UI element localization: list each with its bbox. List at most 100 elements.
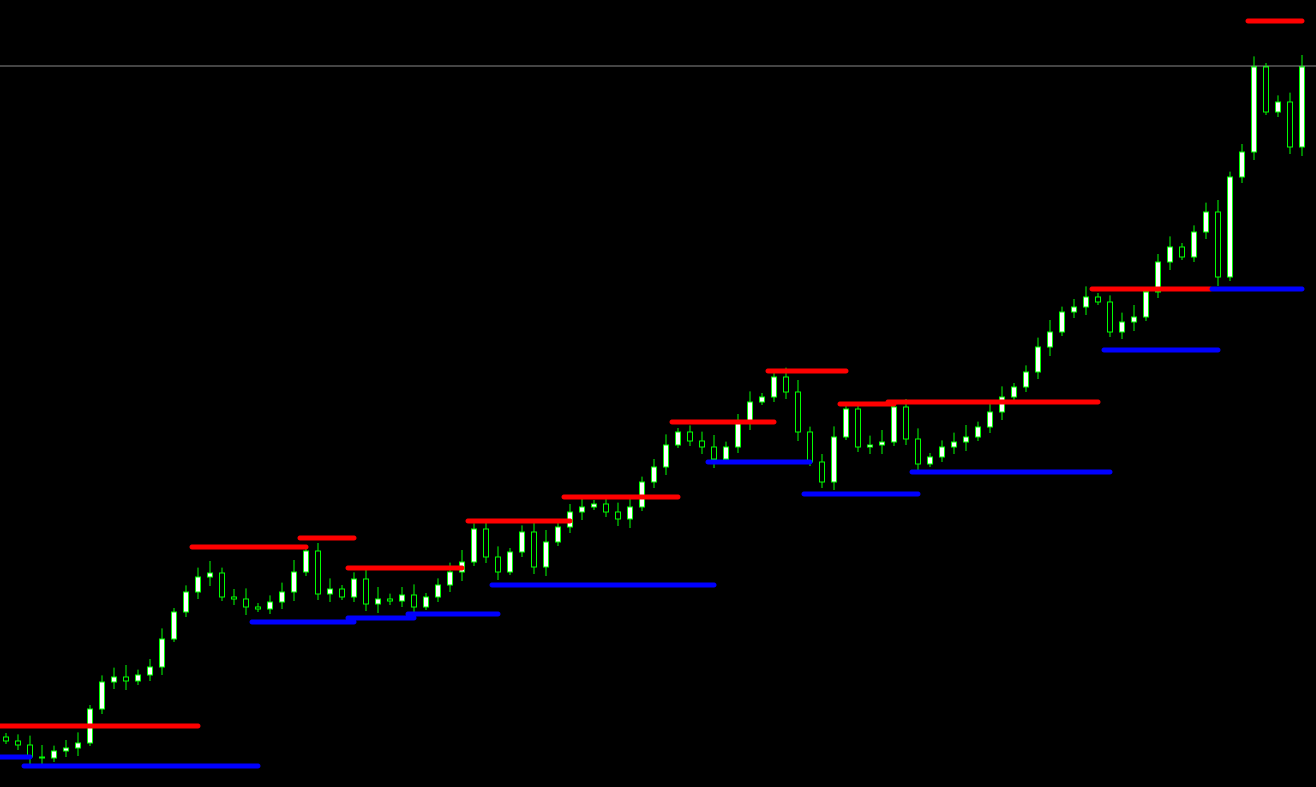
bull-candle-body [987,411,993,428]
bull-candle-body [111,676,117,683]
bull-candle-body [927,456,933,465]
candle [987,404,993,433]
bull-candle-body [507,551,513,573]
candle [1131,305,1137,331]
bull-candle-body [1167,246,1173,263]
bull-candle-body [1191,231,1197,258]
bull-candle-body [63,747,69,752]
candle [819,454,825,488]
candle [759,393,765,405]
bear-candle-body [615,511,621,520]
candle [99,675,105,714]
candle [315,543,321,600]
candle [231,589,237,605]
bull-candle-body [351,578,357,598]
bull-candle-body [435,584,441,598]
candle [795,380,801,441]
candle [279,582,285,609]
candle [699,431,705,454]
bull-candle-body [651,466,657,483]
bull-candle-body [447,571,453,586]
bull-candle-body [879,441,885,446]
candle [915,428,921,472]
bull-candle-body [555,526,561,543]
bull-candle-body [471,528,477,563]
bull-candle-body [327,588,333,595]
candle [1299,55,1305,156]
bull-candle-body [1203,211,1209,233]
candle [1203,202,1209,239]
candle [843,405,849,440]
candle [1287,92,1293,154]
bear-candle-body [807,431,813,463]
bear-candle-body [819,461,825,483]
candle [927,453,933,467]
bull-candle-body [375,598,381,605]
candle [1119,312,1125,339]
bull-candle-body [1035,346,1041,373]
bull-candle-body [1239,151,1245,178]
bull-candle-body [759,396,765,403]
bull-candle-body [975,426,981,438]
candle [399,587,405,607]
candle [1095,293,1101,305]
candle [975,421,981,441]
bull-candle-body [399,594,405,602]
candle [351,572,357,602]
candle [63,740,69,757]
bull-candle-body [1059,311,1065,333]
bear-candle-body [711,446,717,460]
candle [663,434,669,475]
candle [1263,63,1269,115]
candle [3,733,9,744]
candle [183,585,189,617]
candle [651,459,657,488]
bull-candle-body [735,421,741,448]
bear-candle-body [483,528,489,558]
bear-candle-body [387,598,393,602]
candle [39,745,45,767]
candle [267,595,273,614]
candle [411,584,417,615]
bull-candle-body [1119,321,1125,333]
candle [339,585,345,600]
bear-candle-body [1107,301,1113,333]
candle [387,593,393,605]
bear-candle-body [783,376,789,393]
bull-candle-body [771,376,777,398]
bull-candle-body [207,572,213,578]
bull-candle-body [939,446,945,458]
bull-candle-body [747,401,753,423]
candle [1179,243,1185,260]
bull-candle-body [579,506,585,513]
bull-candle-body [75,742,81,749]
candle [675,428,681,448]
candle [855,402,861,452]
candle [1167,236,1173,270]
candle [207,561,213,586]
bull-candle-body [135,674,141,682]
bear-candle-body [219,572,225,598]
bull-candle-body [183,591,189,613]
candle [891,401,897,446]
bull-candle-body [1143,291,1149,318]
candle [579,496,585,520]
candle [51,745,57,762]
candle [1239,144,1245,183]
support-resistance-levels [0,18,1305,769]
candle [435,578,441,602]
candle [1083,286,1089,315]
candle [615,502,621,526]
bull-candle-body [891,406,897,443]
bear-candle-body [15,740,21,746]
bear-candle-body [3,736,9,742]
candle [939,440,945,462]
bear-candle-body [795,391,801,433]
bear-candle-body [699,440,705,448]
bear-candle-body [339,588,345,598]
candle [1035,337,1041,379]
candle [1059,306,1065,336]
bull-candle-body [831,436,837,483]
